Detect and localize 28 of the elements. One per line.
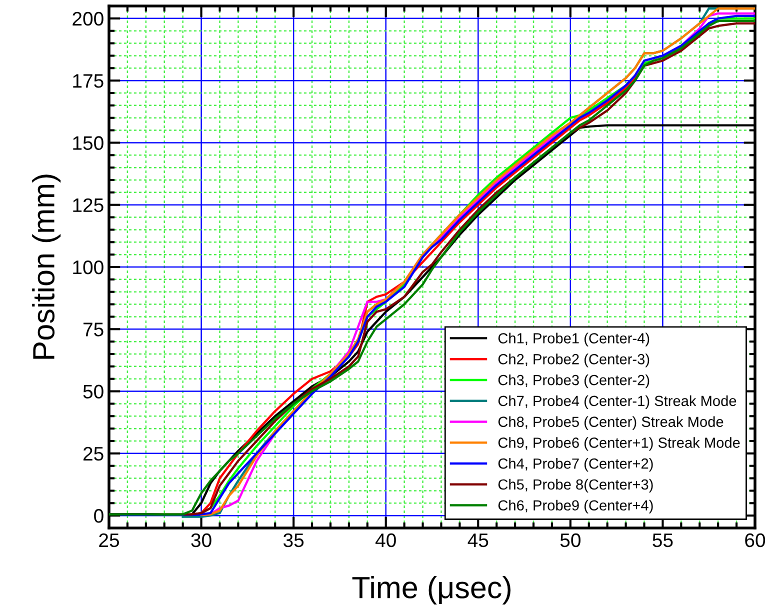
legend-label: Ch1, Probe1 (Center-4) <box>498 332 650 346</box>
y-tick-label: 75 <box>84 322 104 336</box>
y-tick-label: 50 <box>83 384 104 399</box>
x-tick-label: 50 <box>560 533 580 548</box>
x-tick-label: 55 <box>652 534 673 548</box>
x-tick-label: 25 <box>99 533 119 548</box>
legend-label: Ch2, Probe2 (Center-3) <box>498 354 650 368</box>
y-tick-label: 100 <box>73 260 104 274</box>
legend-label: Ch9, Probe6 (Center+1) Streak Mode <box>498 437 740 451</box>
y-tick-label: 175 <box>73 74 104 88</box>
legend-label: Ch3, Probe3 (Center-2) <box>498 374 650 388</box>
y-tick-label: 125 <box>73 198 104 212</box>
x-tick-label: 35 <box>284 533 304 548</box>
legend-label: Ch4, Probe7 (Center+2) <box>498 458 653 472</box>
legend-label: Ch5, Probe 8(Center+3) <box>498 478 653 493</box>
y-axis-title: Position (mm) <box>32 174 61 359</box>
x-axis-title: Time (μsec) <box>352 576 510 604</box>
x-tick-label: 40 <box>375 533 396 548</box>
y-tick-label: 0 <box>94 509 104 523</box>
y-tick-label: 150 <box>73 136 104 150</box>
x-tick-label: 30 <box>191 533 212 548</box>
legend-label: Ch6, Probe9 (Center+4) <box>498 500 653 514</box>
legend-label: Ch8, Probe5 (Center) Streak Mode <box>498 416 724 430</box>
y-tick-label: 25 <box>83 446 104 461</box>
legend-label: Ch7, Probe4 (Center-1) Streak Mode <box>498 395 736 409</box>
y-tick-label: 200 <box>72 12 104 26</box>
x-tick-label: 60 <box>745 533 766 548</box>
x-tick-label: 45 <box>468 534 488 548</box>
